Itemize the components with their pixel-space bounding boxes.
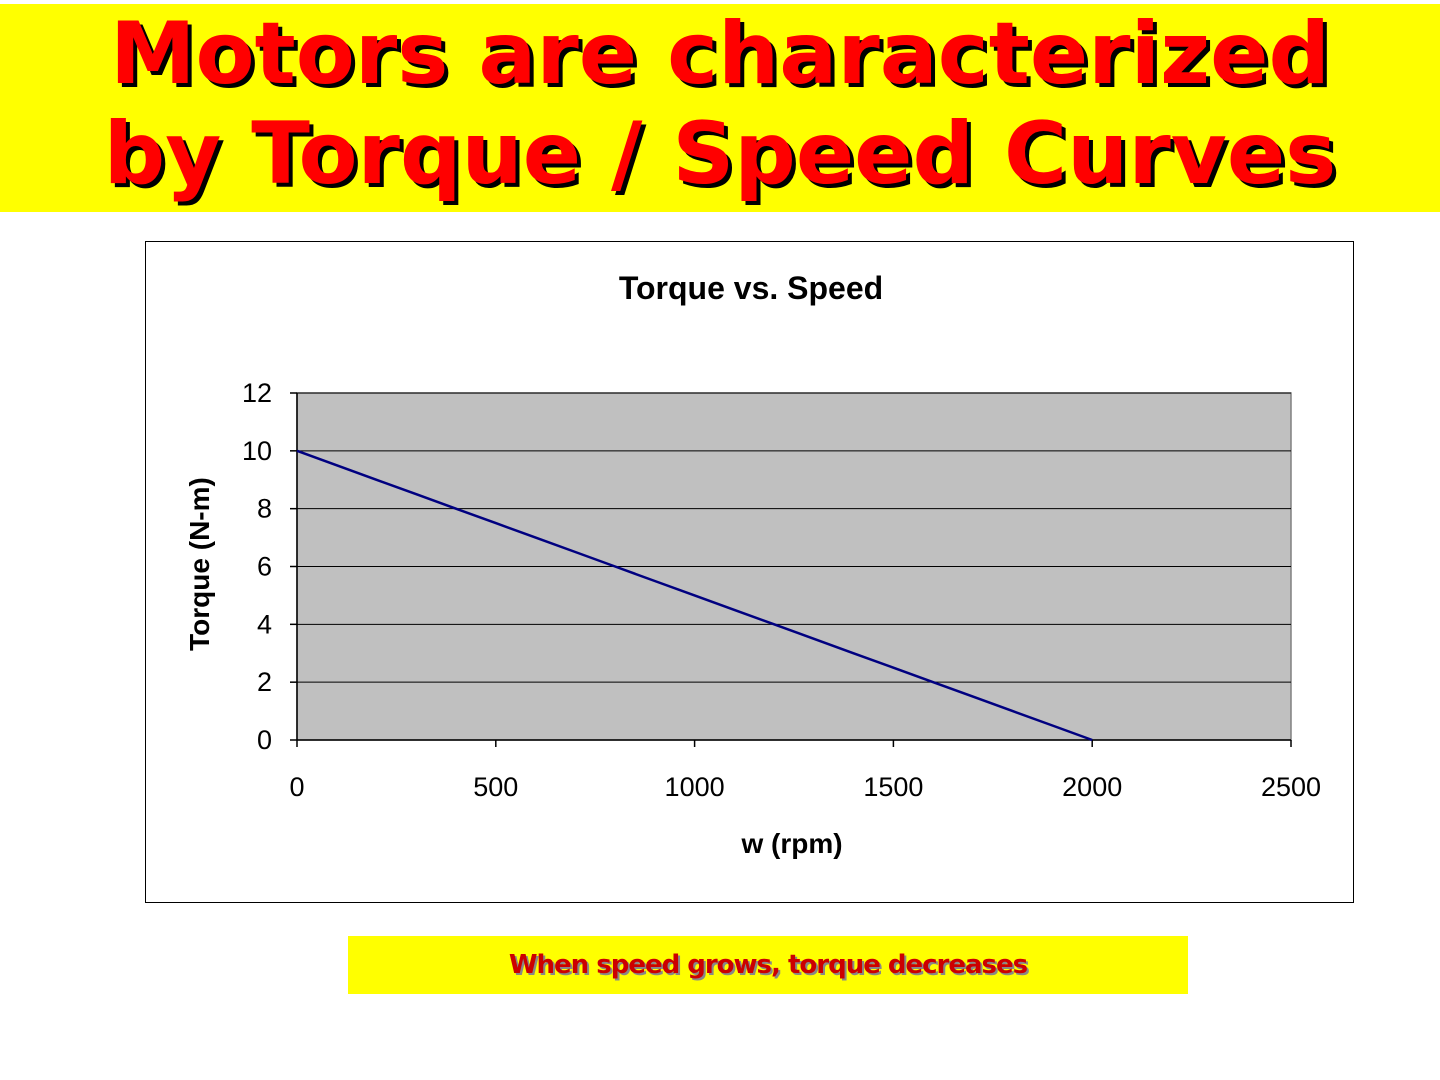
slide-title-line-1: Motors are characterized xyxy=(109,4,1331,104)
y-tick-label: 10 xyxy=(242,436,272,466)
x-tick-label: 500 xyxy=(473,772,518,802)
y-tick-label: 2 xyxy=(257,667,272,697)
chart-frame: Torque vs. Speed 0 2 4 6 8 10 12 0 500 1000 1500 20… xyxy=(145,241,1354,903)
caption-box: When speed grows, torque decreases xyxy=(348,936,1188,994)
x-tick-label: 1000 xyxy=(665,772,725,802)
torque-speed-chart: Torque vs. Speed 0 2 4 6 8 10 12 0 500 1000 1500 20… xyxy=(184,270,1321,859)
slide-title-line-2: by Torque / Speed Curves xyxy=(103,104,1337,204)
x-tick-label: 1500 xyxy=(863,772,923,802)
y-tick-label: 6 xyxy=(257,552,272,582)
y-tick-label: 8 xyxy=(257,494,272,524)
y-tick-label: 4 xyxy=(257,609,272,639)
x-tick-label: 2000 xyxy=(1062,772,1122,802)
y-axis-label: Torque (N-m) xyxy=(184,477,215,651)
chart-title: Torque vs. Speed xyxy=(619,270,883,306)
series-line-torque xyxy=(296,449,1093,742)
y-tick-label: 0 xyxy=(257,725,272,755)
plot-area-group: 0 2 4 6 8 10 12 0 500 1000 1500 2000 2500 xyxy=(242,378,1321,802)
title-banner: Motors are characterized by Torque / Spe… xyxy=(0,4,1440,212)
x-tick-label: 2500 xyxy=(1261,772,1321,802)
caption-text: When speed grows, torque decreases xyxy=(508,950,1028,980)
x-tick-label: 0 xyxy=(289,772,304,802)
x-axis-label: w (rpm) xyxy=(740,828,842,859)
y-tick-label: 12 xyxy=(242,378,272,408)
